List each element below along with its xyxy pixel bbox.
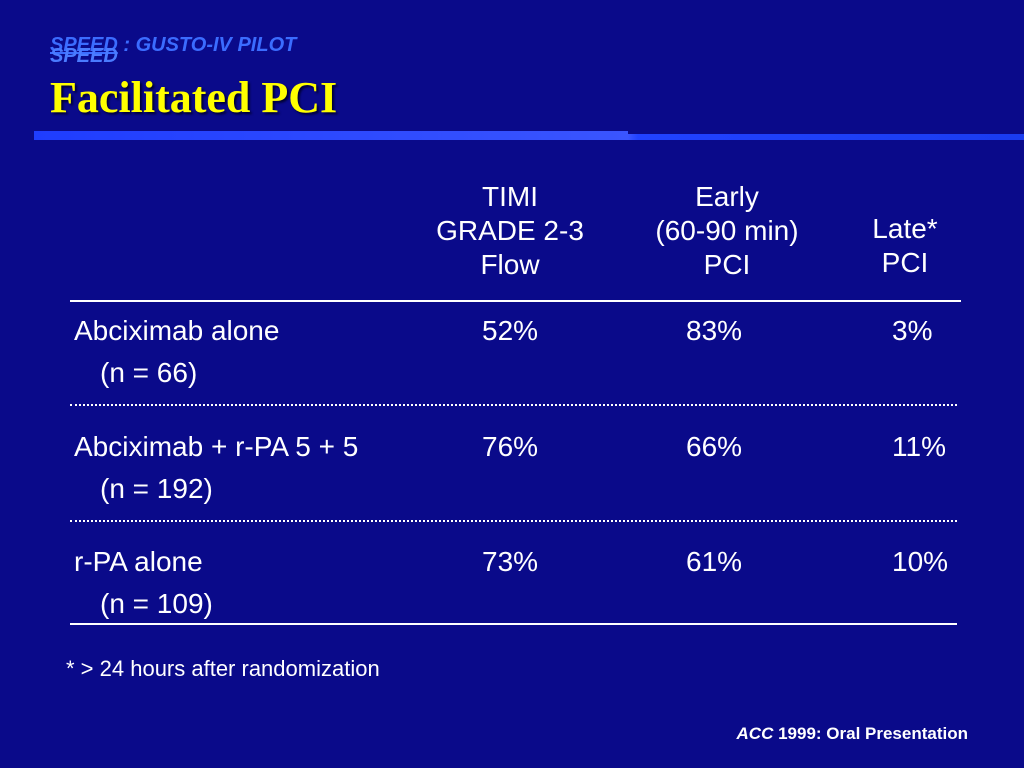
credit-rest: 1999: Oral Presentation xyxy=(773,724,968,743)
row-2-late: 11% xyxy=(892,431,946,462)
header-timi-line-2: GRADE 2-3 xyxy=(436,215,584,246)
header-late: Late* PCI xyxy=(845,212,965,280)
row-3-n: (n = 109) xyxy=(100,588,213,619)
row-2-early: 66% xyxy=(686,431,743,462)
subtitle-speed: SPEED xyxy=(50,34,118,56)
title-rule-notch xyxy=(628,131,1024,134)
title-rule xyxy=(34,131,1024,140)
header-late-line-1: Late* xyxy=(872,213,938,244)
header-timi-line-1: TIMI xyxy=(482,181,538,212)
row-1-late: 3% xyxy=(892,315,933,346)
subtitle-rest: : GUSTO-IV PILOT xyxy=(117,34,297,56)
table-bottom-rule xyxy=(70,623,957,625)
header-late-line-2: PCI xyxy=(881,247,929,278)
row-3-label: r-PA alone xyxy=(74,546,203,577)
header-timi-line-3: Flow xyxy=(480,249,540,280)
row-2-label: Abciximab + r-PA 5 + 5 xyxy=(74,431,359,462)
footnote: * > 24 hours after randomization xyxy=(66,656,380,681)
credit-journal: ACC xyxy=(736,724,774,743)
row-divider-1 xyxy=(70,404,957,406)
header-early-line-1: Early xyxy=(695,181,759,212)
slide-title: Facilitated PCI xyxy=(50,73,338,122)
row-1-label: Abciximab alone xyxy=(74,315,280,346)
subtitle-shadow: SPEED xyxy=(50,45,118,67)
row-3-timi: 73% xyxy=(482,546,539,577)
row-2-timi: 76% xyxy=(482,431,539,462)
header-early: Early (60-90 min) PCI xyxy=(627,180,827,282)
row-3-early: 61% xyxy=(686,546,743,577)
row-1-n: (n = 66) xyxy=(100,357,198,388)
source-credit: ACC 1999: Oral Presentation xyxy=(737,724,968,744)
row-1-timi: 52% xyxy=(482,315,539,346)
header-divider xyxy=(70,300,961,302)
header-early-line-2: (60-90 min) xyxy=(655,215,799,246)
row-1-early: 83% xyxy=(686,315,743,346)
row-2-n: (n = 192) xyxy=(100,473,213,504)
header-early-line-3: PCI xyxy=(703,249,751,280)
row-divider-2 xyxy=(70,520,957,522)
header-timi: TIMI GRADE 2-3 Flow xyxy=(410,180,610,282)
row-3-late: 10% xyxy=(892,546,949,577)
slide-subtitle: SPEED : GUSTO-IV PILOT SPEED xyxy=(50,34,297,67)
